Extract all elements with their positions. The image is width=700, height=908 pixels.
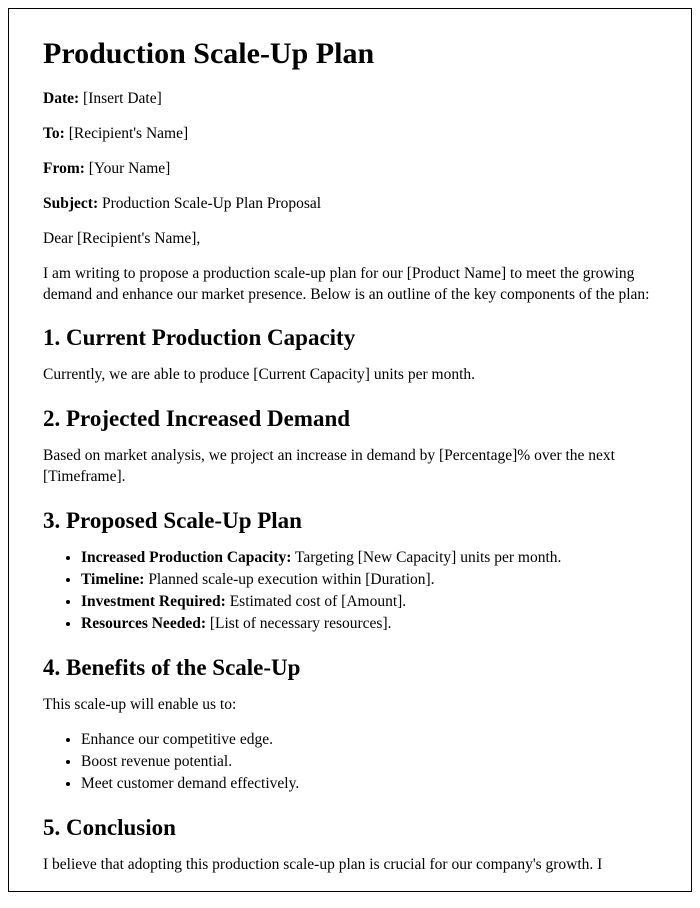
list-item: Boost revenue potential.	[81, 752, 657, 773]
meta-to-value: [Recipient's Name]	[65, 125, 188, 142]
item-label: Resources Needed:	[81, 615, 206, 632]
meta-subject-label: Subject:	[43, 195, 98, 212]
item-value: Estimated cost of [Amount].	[226, 593, 406, 610]
section-2-heading: 2. Projected Increased Demand	[43, 406, 657, 432]
list-item: Meet customer demand effectively.	[81, 774, 657, 795]
document-page: Production Scale-Up Plan Date: [Insert D…	[8, 8, 692, 892]
section-4-heading: 4. Benefits of the Scale-Up	[43, 655, 657, 681]
section-1-heading: 1. Current Production Capacity	[43, 325, 657, 351]
meta-from-label: From:	[43, 160, 85, 177]
section-2-body: Based on market analysis, we project an …	[43, 446, 657, 488]
item-label: Increased Production Capacity:	[81, 549, 291, 566]
section-3-heading: 3. Proposed Scale-Up Plan	[43, 508, 657, 534]
list-item: Timeline: Planned scale-up execution wit…	[81, 570, 657, 591]
section-5-heading: 5. Conclusion	[43, 815, 657, 841]
section-4-lead: This scale-up will enable us to:	[43, 695, 657, 716]
item-label: Timeline:	[81, 571, 144, 588]
item-label: Investment Required:	[81, 593, 226, 610]
section-4-list: Enhance our competitive edge. Boost reve…	[43, 730, 657, 795]
list-item: Resources Needed: [List of necessary res…	[81, 614, 657, 635]
meta-date-value: [Insert Date]	[79, 90, 162, 107]
meta-subject-value: Production Scale-Up Plan Proposal	[98, 195, 321, 212]
meta-to-label: To:	[43, 125, 65, 142]
item-value: Targeting [New Capacity] units per month…	[291, 549, 561, 566]
item-value: Planned scale-up execution within [Durat…	[144, 571, 434, 588]
section-3-list: Increased Production Capacity: Targeting…	[43, 548, 657, 635]
salutation: Dear [Recipient's Name],	[43, 229, 657, 250]
list-item: Enhance our competitive edge.	[81, 730, 657, 751]
item-value: [List of necessary resources].	[206, 615, 392, 632]
list-item: Increased Production Capacity: Targeting…	[81, 548, 657, 569]
section-1-body: Currently, we are able to produce [Curre…	[43, 365, 657, 386]
list-item: Investment Required: Estimated cost of […	[81, 592, 657, 613]
intro-paragraph: I am writing to propose a production sca…	[43, 264, 657, 306]
meta-from: From: [Your Name]	[43, 159, 657, 180]
section-5-body: I believe that adopting this production …	[43, 855, 657, 876]
meta-date: Date: [Insert Date]	[43, 89, 657, 110]
document-title: Production Scale-Up Plan	[43, 37, 657, 71]
meta-from-value: [Your Name]	[85, 160, 170, 177]
meta-to: To: [Recipient's Name]	[43, 124, 657, 145]
meta-date-label: Date:	[43, 90, 79, 107]
meta-subject: Subject: Production Scale-Up Plan Propos…	[43, 194, 657, 215]
